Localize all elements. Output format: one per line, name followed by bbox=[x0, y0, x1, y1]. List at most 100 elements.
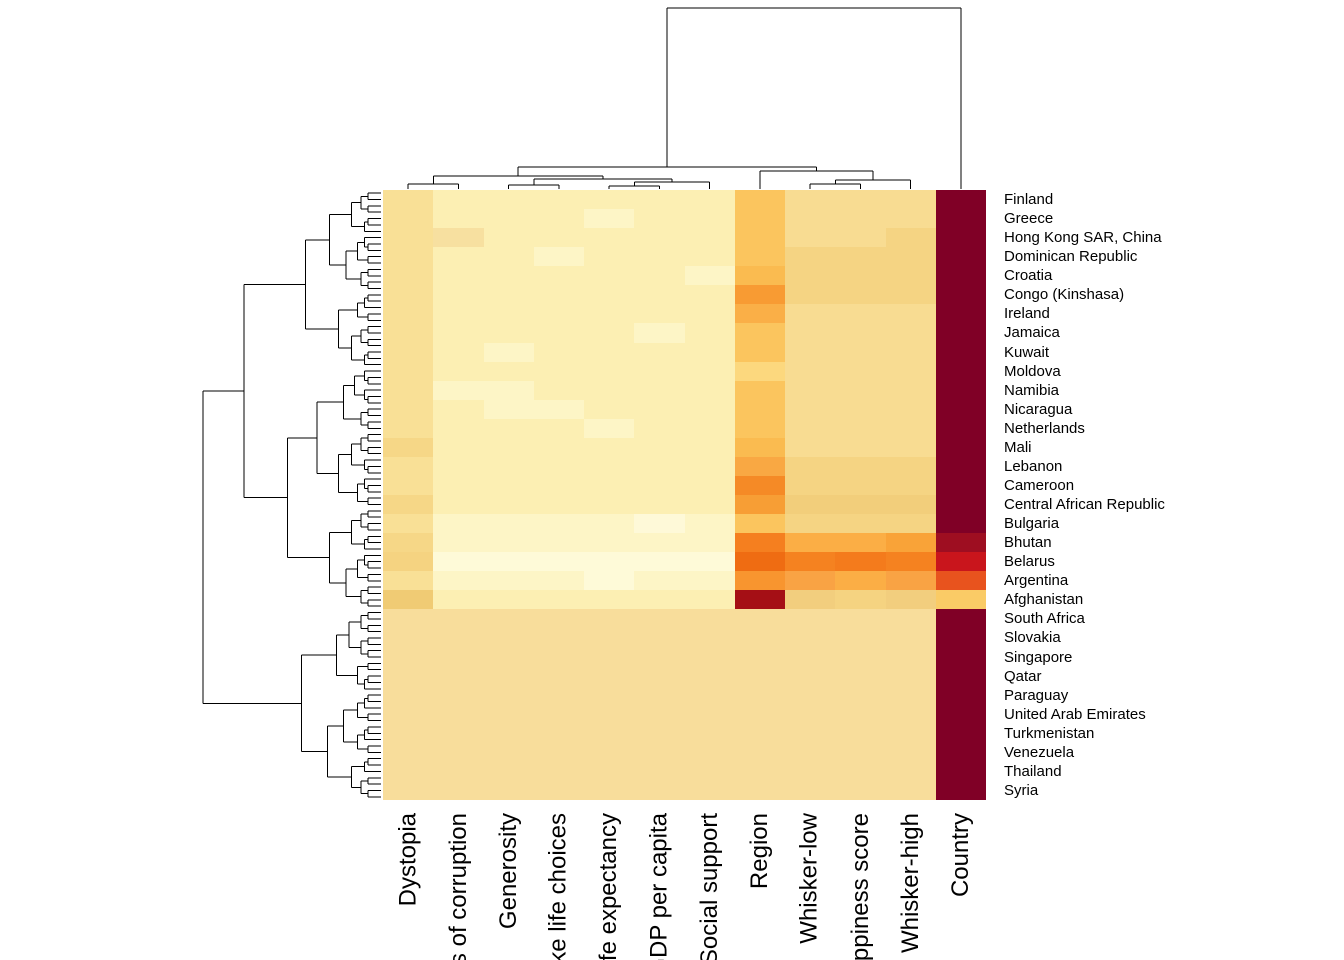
heatmap-cell bbox=[734, 609, 785, 629]
heatmap-cell bbox=[935, 685, 986, 705]
heatmap-cell bbox=[433, 475, 484, 495]
heatmap-cell bbox=[734, 418, 785, 438]
heatmap-cell bbox=[835, 399, 886, 419]
heatmap-cell bbox=[634, 628, 685, 648]
heatmap-cell bbox=[483, 304, 534, 324]
heatmap-grid bbox=[383, 190, 986, 800]
heatmap-cell bbox=[935, 342, 986, 362]
heatmap-cell bbox=[785, 285, 836, 305]
heatmap-cell bbox=[584, 285, 635, 305]
heatmap-cell bbox=[433, 685, 484, 705]
heatmap-cell bbox=[935, 647, 986, 667]
heatmap-cell bbox=[935, 209, 986, 229]
heatmap-cell bbox=[533, 742, 584, 762]
heatmap-cell bbox=[383, 190, 434, 210]
row-label: Lebanon bbox=[1004, 457, 1063, 475]
heatmap-cell bbox=[533, 704, 584, 724]
heatmap-cell bbox=[734, 380, 785, 400]
heatmap-cell bbox=[684, 323, 735, 343]
heatmap-cell bbox=[935, 418, 986, 438]
heatmap-cell bbox=[935, 609, 986, 629]
heatmap-cell bbox=[684, 361, 735, 381]
heatmap-cell bbox=[684, 514, 735, 534]
heatmap-cell bbox=[785, 571, 836, 591]
heatmap-cell bbox=[483, 323, 534, 343]
heatmap-cell bbox=[483, 533, 534, 553]
heatmap-cell bbox=[885, 742, 936, 762]
heatmap-cell bbox=[483, 437, 534, 457]
heatmap-cell bbox=[734, 742, 785, 762]
heatmap-cell bbox=[634, 609, 685, 629]
heatmap-cell bbox=[634, 266, 685, 286]
heatmap-cell bbox=[835, 647, 886, 667]
heatmap-cell bbox=[835, 418, 886, 438]
heatmap-cell bbox=[533, 456, 584, 476]
heatmap-cell bbox=[885, 590, 936, 610]
heatmap-cell bbox=[935, 590, 986, 610]
heatmap-cell bbox=[935, 323, 986, 343]
heatmap-cell bbox=[684, 723, 735, 743]
heatmap-cell bbox=[734, 475, 785, 495]
heatmap-cell bbox=[383, 399, 434, 419]
heatmap-cell bbox=[634, 304, 685, 324]
heatmap-cell bbox=[935, 266, 986, 286]
heatmap-cell bbox=[383, 704, 434, 724]
heatmap-cell bbox=[835, 780, 886, 800]
heatmap-cell bbox=[935, 380, 986, 400]
heatmap-cell bbox=[785, 304, 836, 324]
heatmap-cell bbox=[785, 247, 836, 267]
row-label: Paraguay bbox=[1004, 686, 1069, 704]
heatmap-cell bbox=[584, 247, 635, 267]
heatmap-cell bbox=[935, 475, 986, 495]
heatmap-cell bbox=[634, 571, 685, 591]
heatmap-cell bbox=[483, 685, 534, 705]
heatmap-cell bbox=[734, 247, 785, 267]
row-label: Cameroon bbox=[1004, 476, 1075, 494]
column-label: Whisker-high bbox=[896, 813, 924, 954]
heatmap-cell bbox=[935, 399, 986, 419]
heatmap-cell bbox=[785, 380, 836, 400]
heatmap-cell bbox=[684, 552, 735, 572]
heatmap-cell bbox=[483, 742, 534, 762]
heatmap-cell bbox=[835, 323, 886, 343]
heatmap-cell bbox=[584, 190, 635, 210]
heatmap-cell bbox=[684, 380, 735, 400]
heatmap-cell bbox=[785, 361, 836, 381]
heatmap-cell bbox=[584, 685, 635, 705]
heatmap-cell bbox=[935, 285, 986, 305]
heatmap-cell bbox=[383, 437, 434, 457]
heatmap-cell bbox=[684, 285, 735, 305]
heatmap-cell bbox=[734, 723, 785, 743]
heatmap-cell bbox=[483, 609, 534, 629]
row-label: Netherlands bbox=[1004, 419, 1085, 437]
heatmap-cell bbox=[584, 590, 635, 610]
heatmap-cell bbox=[835, 590, 886, 610]
heatmap-cell bbox=[483, 247, 534, 267]
heatmap-cell bbox=[433, 380, 484, 400]
heatmap-cell bbox=[433, 190, 484, 210]
heatmap-cell bbox=[684, 266, 735, 286]
heatmap-cell bbox=[835, 514, 886, 534]
heatmap-cell bbox=[483, 780, 534, 800]
heatmap-cell bbox=[584, 456, 635, 476]
heatmap-cell bbox=[383, 304, 434, 324]
row-label: Hong Kong SAR, China bbox=[1004, 229, 1162, 247]
heatmap-cell bbox=[483, 266, 534, 286]
heatmap-cell bbox=[433, 590, 484, 610]
heatmap-cell bbox=[835, 361, 886, 381]
row-label: Mali bbox=[1004, 438, 1032, 456]
heatmap-cell bbox=[935, 190, 986, 210]
heatmap-cell bbox=[684, 780, 735, 800]
heatmap-cell bbox=[483, 590, 534, 610]
heatmap-cell bbox=[734, 761, 785, 781]
heatmap-cell bbox=[483, 628, 534, 648]
row-label: Nicaragua bbox=[1004, 400, 1073, 418]
heatmap-cell bbox=[835, 761, 886, 781]
heatmap-cell bbox=[383, 685, 434, 705]
heatmap-cell bbox=[734, 685, 785, 705]
heatmap-cell bbox=[785, 590, 836, 610]
heatmap-cell bbox=[383, 475, 434, 495]
row-label: Bhutan bbox=[1004, 534, 1052, 552]
heatmap-cell bbox=[483, 399, 534, 419]
